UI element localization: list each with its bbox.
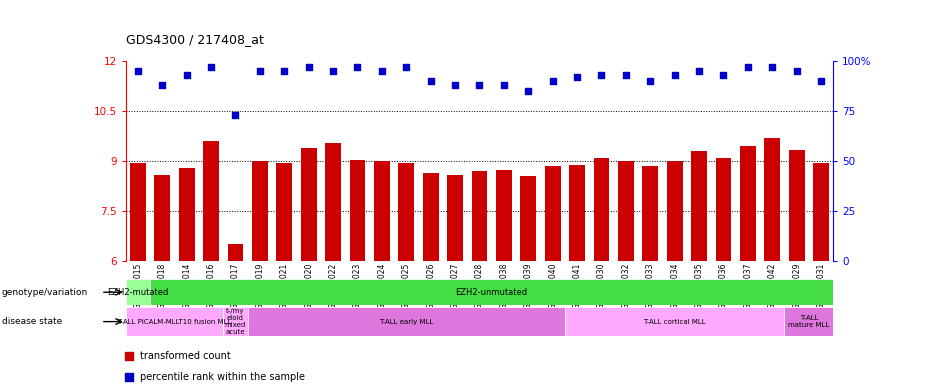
Point [122,374,137,380]
Bar [740,146,756,261]
Text: disease state: disease state [2,317,62,326]
Point [472,82,487,88]
Point [350,65,365,71]
Text: T-ALL PICALM-MLLT10 fusion MLL: T-ALL PICALM-MLLT10 fusion MLL [117,319,232,324]
Point [594,72,609,78]
Point [228,112,243,118]
Point [570,74,585,81]
Bar [496,170,512,261]
Point [398,65,413,71]
Point [642,78,657,84]
Bar [594,158,610,261]
Bar [618,161,634,261]
Bar [813,163,829,261]
Point [740,65,755,71]
Bar [325,143,341,261]
Bar [277,163,292,261]
Bar [398,163,414,261]
Text: t-/my
eloid
mixed
acute: t-/my eloid mixed acute [225,308,246,335]
Bar [227,245,243,261]
Text: EZH2-unmutated: EZH2-unmutated [455,288,528,297]
Bar [248,307,565,336]
Text: T-ALL early MLL: T-ALL early MLL [379,319,434,324]
Bar [785,307,833,336]
Text: percentile rank within the sample: percentile rank within the sample [140,372,304,382]
Bar [789,150,804,261]
Bar [374,161,390,261]
Bar [569,165,585,261]
Bar [520,176,536,261]
Bar [447,175,463,261]
Bar [691,151,707,261]
Point [277,68,291,74]
Point [668,72,682,78]
Text: EZH2-mutated: EZH2-mutated [107,288,169,297]
Text: transformed count: transformed count [140,351,231,361]
Bar [155,175,170,261]
Point [424,78,439,84]
Bar [716,158,732,261]
Bar [223,307,248,336]
Text: genotype/variation: genotype/variation [2,288,88,297]
Point [326,68,341,74]
Point [692,68,707,74]
Bar [126,307,223,336]
Bar [764,138,780,261]
Bar [667,161,682,261]
Bar [203,141,219,261]
Point [764,65,779,71]
Bar [545,166,560,261]
Bar [179,168,195,261]
Point [814,78,829,84]
Point [716,72,731,78]
Bar [252,161,268,261]
Bar [642,166,658,261]
Text: GDS4300 / 217408_at: GDS4300 / 217408_at [126,33,263,46]
Bar [301,148,317,261]
Point [618,72,633,78]
Point [302,65,317,71]
Point [130,68,145,74]
Bar [565,307,785,336]
Point [448,82,463,88]
Point [520,88,535,94]
Text: T-ALL cortical MLL: T-ALL cortical MLL [643,319,706,324]
Point [180,72,195,78]
Point [122,353,137,359]
Text: T-ALL
mature MLL: T-ALL mature MLL [789,315,830,328]
Bar [471,171,488,261]
Point [155,82,169,88]
Point [546,78,560,84]
Point [252,68,267,74]
Bar [423,173,439,261]
Bar [130,163,146,261]
Bar [126,279,150,305]
Point [789,68,804,74]
Point [496,82,511,88]
Point [204,65,219,71]
Bar [349,160,365,261]
Point [374,68,389,74]
